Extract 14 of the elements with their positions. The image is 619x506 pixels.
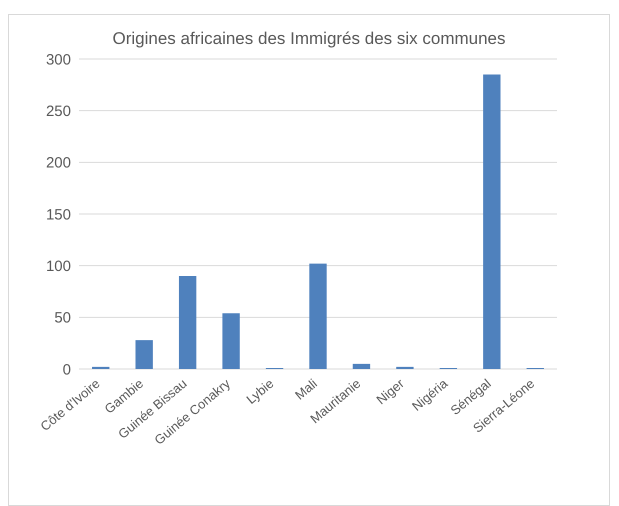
y-tick-label: 50 (54, 310, 71, 327)
bar (483, 74, 501, 369)
chart-title: Origines africaines des Immigrés des six communes (111, 29, 507, 49)
bar (222, 313, 240, 369)
y-tick-label: 250 (46, 102, 71, 120)
y-tick-label: 300 (46, 51, 71, 68)
y-tick-label: 0 (62, 361, 71, 378)
y-tick-label: 100 (46, 258, 71, 275)
bar (309, 264, 327, 369)
bar (135, 340, 153, 369)
y-tick-label: 200 (46, 154, 71, 172)
y-tick-label: 150 (46, 206, 71, 224)
bar (178, 276, 196, 369)
bar (352, 364, 370, 369)
